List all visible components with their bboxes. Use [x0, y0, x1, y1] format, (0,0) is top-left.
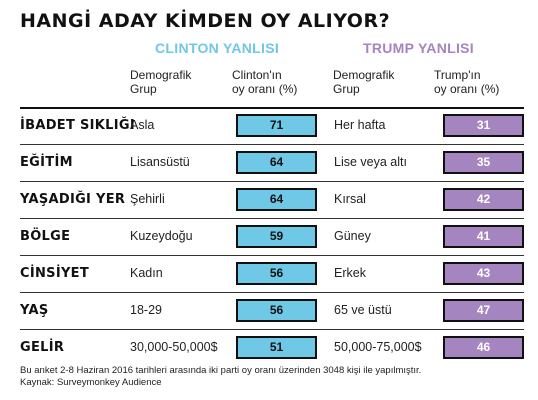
row-divider	[20, 255, 524, 256]
clinton-demographic-group: Kuzeydoğu	[130, 229, 193, 243]
clinton-demographic-group: Şehirli	[130, 192, 165, 206]
table-row: YAŞ 18-29 56 65 ve üstü 47	[20, 292, 524, 329]
clinton-share-value: 56	[236, 262, 317, 285]
category-label: YAŞADIĞI YER	[20, 192, 126, 207]
category-label: EĞİTİM	[20, 155, 73, 170]
category-label: GELİR	[20, 340, 65, 355]
trump-share-column-header: Trump'ın oy oranı (%)	[434, 68, 500, 96]
trump-share-value: 43	[443, 262, 524, 285]
clinton-demographic-group: Lisansüstü	[130, 155, 190, 169]
row-divider	[20, 181, 524, 182]
row-divider	[20, 329, 524, 330]
trump-share-value: 41	[443, 225, 524, 248]
clinton-share-value: 64	[236, 188, 317, 211]
trump-demographic-group: Kırsal	[334, 192, 366, 206]
clinton-share-value: 59	[236, 225, 317, 248]
category-label: İBADET SIKLIĞI	[20, 118, 135, 133]
clinton-demographic-column-header: Demografik Grup	[130, 68, 192, 96]
trump-demographic-group: Güney	[334, 229, 371, 243]
clinton-group-header: CLINTON YANLISI	[155, 40, 280, 56]
table-row: GELİR 30,000-50,000$ 51 50,000-75,000$ 46	[20, 329, 524, 366]
table-row: CİNSİYET Kadın 56 Erkek 43	[20, 255, 524, 292]
table-row: YAŞADIĞI YER Şehirli 64 Kırsal 42	[20, 181, 524, 218]
clinton-share-value: 71	[236, 114, 317, 137]
clinton-demographic-group: Kadın	[130, 266, 163, 280]
trump-demographic-group: Her hafta	[334, 118, 386, 132]
trump-share-value: 42	[443, 188, 524, 211]
clinton-share-value: 51	[236, 336, 317, 359]
clinton-demographic-group: Asla	[130, 118, 155, 132]
trump-demographic-group: Lise veya altı	[334, 155, 407, 169]
trump-share-value: 31	[443, 114, 524, 137]
category-label: YAŞ	[20, 303, 49, 318]
trump-group-header: TRUMP YANLISI	[363, 40, 474, 56]
clinton-share-value: 64	[236, 151, 317, 174]
trump-demographic-group: 50,000-75,000$	[334, 340, 422, 354]
clinton-demographic-group: 18-29	[130, 303, 162, 317]
chart-title: HANGİ ADAY KİMDEN OY ALIYOR?	[20, 10, 391, 32]
table-row: BÖLGE Kuzeydoğu 59 Güney 41	[20, 218, 524, 255]
clinton-share-value: 56	[236, 299, 317, 322]
table-row: EĞİTİM Lisansüstü 64 Lise veya altı 35	[20, 144, 524, 181]
trump-share-value: 47	[443, 299, 524, 322]
trump-share-value: 35	[443, 151, 524, 174]
table-row: İBADET SIKLIĞI Asla 71 Her hafta 31	[20, 107, 524, 144]
clinton-share-column-header: Clinton'ın oy oranı (%)	[232, 68, 298, 96]
row-divider	[20, 144, 524, 145]
row-divider	[20, 107, 524, 109]
trump-share-value: 46	[443, 336, 524, 359]
trump-demographic-group: Erkek	[334, 266, 366, 280]
row-divider	[20, 292, 524, 293]
trump-demographic-group: 65 ve üstü	[334, 303, 392, 317]
category-label: CİNSİYET	[20, 266, 90, 281]
trump-demographic-column-header: Demografik Grup	[333, 68, 395, 96]
footnote: Bu anket 2-8 Haziran 2016 tarihleri aras…	[20, 365, 422, 376]
footnote-block: Bu anket 2-8 Haziran 2016 tarihleri aras…	[20, 365, 421, 389]
clinton-demographic-group: 30,000-50,000$	[130, 340, 218, 354]
row-divider	[20, 218, 524, 219]
source-note: Kaynak: Surveymonkey Audience	[20, 377, 162, 388]
category-label: BÖLGE	[20, 229, 71, 244]
